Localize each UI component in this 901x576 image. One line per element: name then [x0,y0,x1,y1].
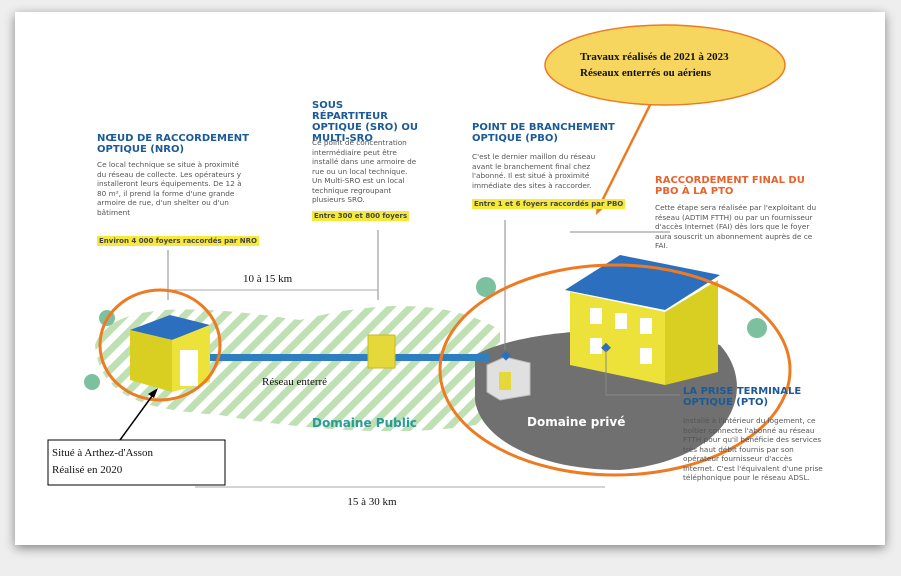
nro-door [180,350,198,386]
raccordement-body: Cette étape sera réalisée par l'exploita… [655,203,825,251]
pbo-title: POINT DE BRANCHEMENT OPTIQUE (PBO) [472,122,622,144]
note-text: Situé à Arthez-d'Asson [52,447,153,459]
pto-body: Installé à l'intérieur du logement, ce b… [683,416,823,483]
pipe [200,354,490,361]
pbo-body: C'est le dernier maillon du réseau avant… [472,152,612,190]
callout-text: Réseaux enterrés ou aériens [580,67,712,79]
sro-body: Ce point de concentration intermédiaire … [312,138,417,205]
raccordement-title: RACCORDEMENT FINAL DU PBO À LA PTO [655,175,805,197]
sro-highlight: Entre 300 et 800 foyers [312,211,409,221]
sro-cabinet [368,335,395,368]
page: Travaux réalisés de 2021 à 2023 Réseaux … [0,0,901,576]
diagram: Travaux réalisés de 2021 à 2023 Réseaux … [0,0,901,576]
nro-title: NŒUD DE RACCORDEMENT OPTIQUE (NRO) [97,133,257,155]
domain-label: Domaine privé [527,415,625,429]
pbo-highlight: Entre 1 et 6 foyers raccordés par PBO [472,199,625,209]
callout [545,25,785,105]
pbo-cabinet [499,372,511,390]
callout-text: Travaux réalisés de 2021 à 2023 [580,51,729,63]
nro-highlight: Environ 4 000 foyers raccordés par NRO [97,236,259,246]
nro-body: Ce local technique se situe à proximité … [97,160,245,217]
network-label: Réseau enterré [262,376,327,388]
domain-label: Domaine Public [312,416,417,430]
pto-title: LA PRISE TERMINALE OPTIQUE (PTO) [683,386,823,408]
distance-label: 10 à 15 km [243,273,293,285]
distance-label: 15 à 30 km [347,496,397,508]
note-text: Réalisé en 2020 [52,464,123,476]
